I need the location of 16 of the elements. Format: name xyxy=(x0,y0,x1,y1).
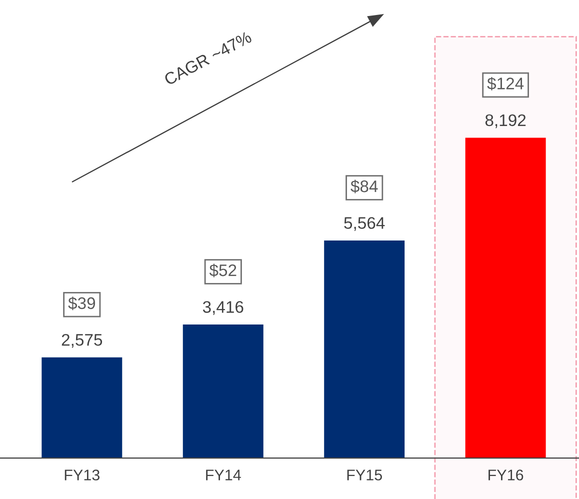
data-label: 5,564 xyxy=(344,217,385,231)
data-label: 3,416 xyxy=(202,301,244,315)
annotation: $124 xyxy=(487,76,524,90)
annotation: $84 xyxy=(350,180,378,194)
data-label: 8,192 xyxy=(485,114,526,128)
bar xyxy=(465,138,546,458)
bar xyxy=(324,240,405,458)
data-label: 2,575 xyxy=(62,334,102,348)
x-tick-label: FY16 xyxy=(488,470,524,480)
x-tick-label: FY14 xyxy=(206,470,241,480)
bar xyxy=(42,357,122,458)
bar xyxy=(182,324,264,458)
annotation: $52 xyxy=(209,264,236,278)
annotation: $39 xyxy=(68,296,96,310)
x-tick-label: FY15 xyxy=(347,470,382,480)
x-tick-label: FY13 xyxy=(64,470,100,480)
